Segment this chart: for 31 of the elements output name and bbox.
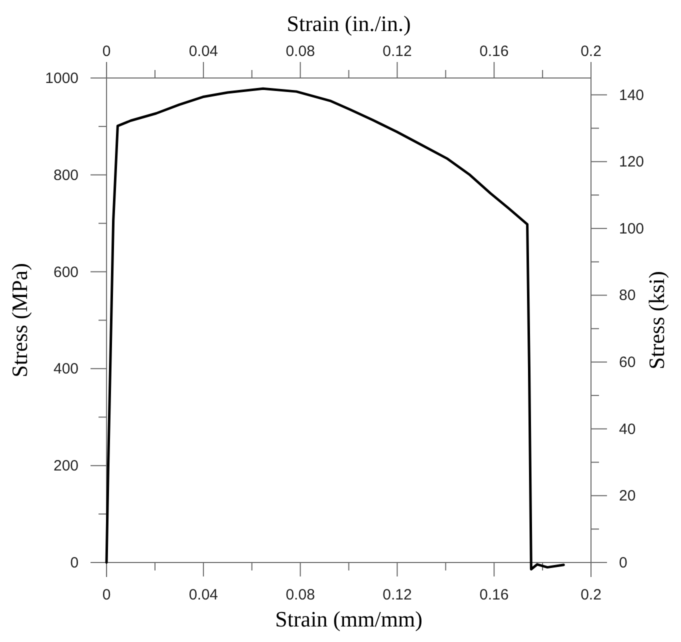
x-tick-label: 0.16 [480, 586, 509, 604]
y2-tick-label: 120 [619, 154, 644, 171]
y-tick-label: 400 [54, 360, 79, 378]
y-tick-label: 600 [54, 264, 79, 281]
y2-tick-label: 0 [619, 554, 628, 572]
x2-tick-label: 0.08 [286, 43, 315, 60]
y2-tick-label: 40 [619, 420, 636, 438]
x2-tick-label: 0.04 [188, 43, 218, 60]
x2-tick-label: 0.12 [382, 43, 412, 60]
y-tick-label: 800 [54, 166, 79, 184]
y-axis-title: Stress (MPa) [7, 263, 32, 378]
y2-tick-label: 60 [619, 354, 636, 372]
y2-tick-label: 80 [619, 287, 636, 304]
y2-axis-title: Stress (ksi) [644, 271, 670, 370]
x-tick-label: 0.12 [382, 586, 412, 604]
x2-tick-label: 0 [102, 43, 111, 60]
y-tick-label: 200 [54, 458, 79, 475]
x-tick-label: 0.04 [188, 586, 218, 604]
y-tick-label: 0 [70, 554, 79, 572]
y2-tick-label: 20 [619, 488, 636, 505]
x-tick-label: 0.08 [286, 586, 315, 604]
line-series [105, 87, 565, 570]
x2-tick-label: 0.2 [580, 43, 602, 60]
y2-tick-label: 140 [619, 86, 644, 104]
x2-tick-label: 0.16 [480, 43, 509, 60]
x2-axis-title: Strain (in./in.) [286, 11, 411, 36]
y2-tick-label: 100 [619, 220, 644, 238]
x-tick-label: 0.2 [580, 586, 602, 604]
x-axis-title: Strain (mm/mm) [275, 606, 422, 632]
x-tick-label: 0 [102, 586, 111, 604]
y-tick-label: 1000 [45, 70, 79, 87]
